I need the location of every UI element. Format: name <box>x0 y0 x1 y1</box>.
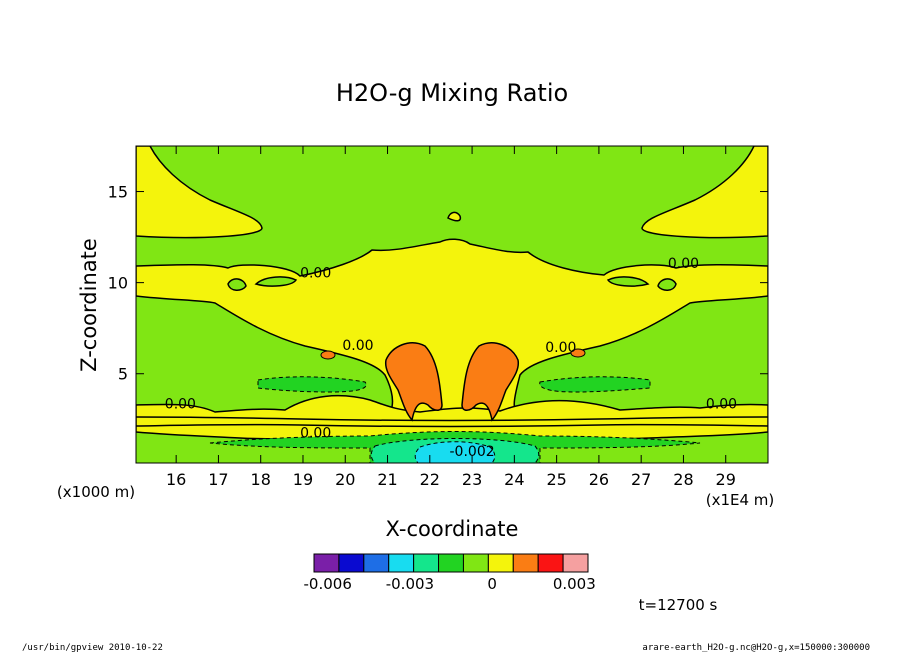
surface-cyan-core <box>414 441 496 463</box>
y-axis-title: Z-coordinate <box>77 238 101 372</box>
colorbar-swatch <box>562 553 589 573</box>
x-tick-label: 22 <box>420 470 440 489</box>
right-green-band <box>539 376 651 393</box>
y-unit-label: (x1000 m) <box>57 483 135 501</box>
upper-left-yellow-region <box>136 146 263 239</box>
x-tick-label: 19 <box>293 470 313 489</box>
x-tick-label: 25 <box>546 470 566 489</box>
colorbar-tick-label: -0.003 <box>386 575 434 593</box>
left-orange-plume <box>384 342 443 422</box>
right-yellow-patch <box>606 276 650 287</box>
central-yellow-band <box>136 238 768 421</box>
x-axis-ticks: 16 17 18 19 20 21 22 23 24 25 26 27 28 29 <box>166 146 736 489</box>
colorbar-swatch <box>338 553 365 573</box>
colorbar-swatch <box>537 553 564 573</box>
contour-label: 0.00 <box>706 397 737 413</box>
left-orange-spot <box>320 350 336 360</box>
x-tick-label: 29 <box>716 470 736 489</box>
contour-label: 0.00 <box>545 340 576 356</box>
x-tick-label: 23 <box>462 470 482 489</box>
colorbar-swatch <box>462 553 489 573</box>
x-tick-label: 17 <box>208 470 228 489</box>
contour-label: 0.00 <box>300 426 331 442</box>
low-contour-line <box>136 416 768 422</box>
left-green-band <box>257 376 367 393</box>
colorbar-tick-label: 0.003 <box>553 575 596 593</box>
colorbar-tick-label: 0 <box>487 575 497 593</box>
x-tick-label: 28 <box>673 470 693 489</box>
x-tick-label: 16 <box>166 470 186 489</box>
y-tick-label: 15 <box>108 183 128 202</box>
x-axis-title: X-coordinate <box>386 517 519 541</box>
y-axis-ticks: 5 10 15 <box>108 183 768 384</box>
contour-labels: 0.00 0.00 0.00 0.00 0.00 0.00 0.00 -0.002 <box>165 256 737 460</box>
right-orange-plume <box>461 342 520 422</box>
right-small-loop <box>657 278 677 291</box>
contour-label: 0.00 <box>300 265 331 281</box>
colorbar-swatch <box>512 553 539 573</box>
x-tick-label: 21 <box>377 470 397 489</box>
colorbar-labels: -0.006 -0.003 0 0.003 <box>304 575 596 593</box>
summit-contour <box>447 211 462 222</box>
right-orange-spot <box>570 348 586 358</box>
footer-left: /usr/bin/gpview 2010-10-22 <box>22 643 163 653</box>
y-tick-label: 5 <box>118 365 128 384</box>
chart-title: H2O-g Mixing Ratio <box>336 79 568 107</box>
footer-right: arare-earth_H2O-g.nc@H2O-g,x=150000:3000… <box>642 643 870 653</box>
x-unit-label: (x1E4 m) <box>706 491 775 509</box>
x-tick-label: 24 <box>504 470 524 489</box>
contour-label: -0.002 <box>450 444 495 460</box>
contour-label: 0.00 <box>342 338 373 354</box>
plot-frame <box>135 145 769 464</box>
left-yellow-patch <box>254 276 298 287</box>
time-label: t=12700 s <box>639 596 718 614</box>
y-tick-label: 10 <box>108 274 128 293</box>
colorbar-swatch <box>388 553 415 573</box>
x-tick-label: 18 <box>251 470 271 489</box>
colorbar-swatch <box>313 553 340 573</box>
colorbar-swatch <box>438 553 464 573</box>
colorbar <box>313 553 589 573</box>
contour-label: 0.00 <box>165 397 196 413</box>
x-tick-label: 20 <box>335 470 355 489</box>
contour-label: 0.00 <box>668 256 699 272</box>
colorbar-swatch <box>413 553 440 573</box>
colorbar-tick-label: -0.006 <box>304 575 352 593</box>
colorbar-swatch <box>363 553 390 573</box>
x-tick-label: 27 <box>631 470 651 489</box>
low-contour-line-2 <box>136 423 768 428</box>
upper-right-yellow-region <box>641 146 768 239</box>
left-small-loop <box>227 278 247 291</box>
x-tick-label: 26 <box>589 470 609 489</box>
plot-area <box>136 146 768 463</box>
colorbar-swatch <box>487 553 514 573</box>
